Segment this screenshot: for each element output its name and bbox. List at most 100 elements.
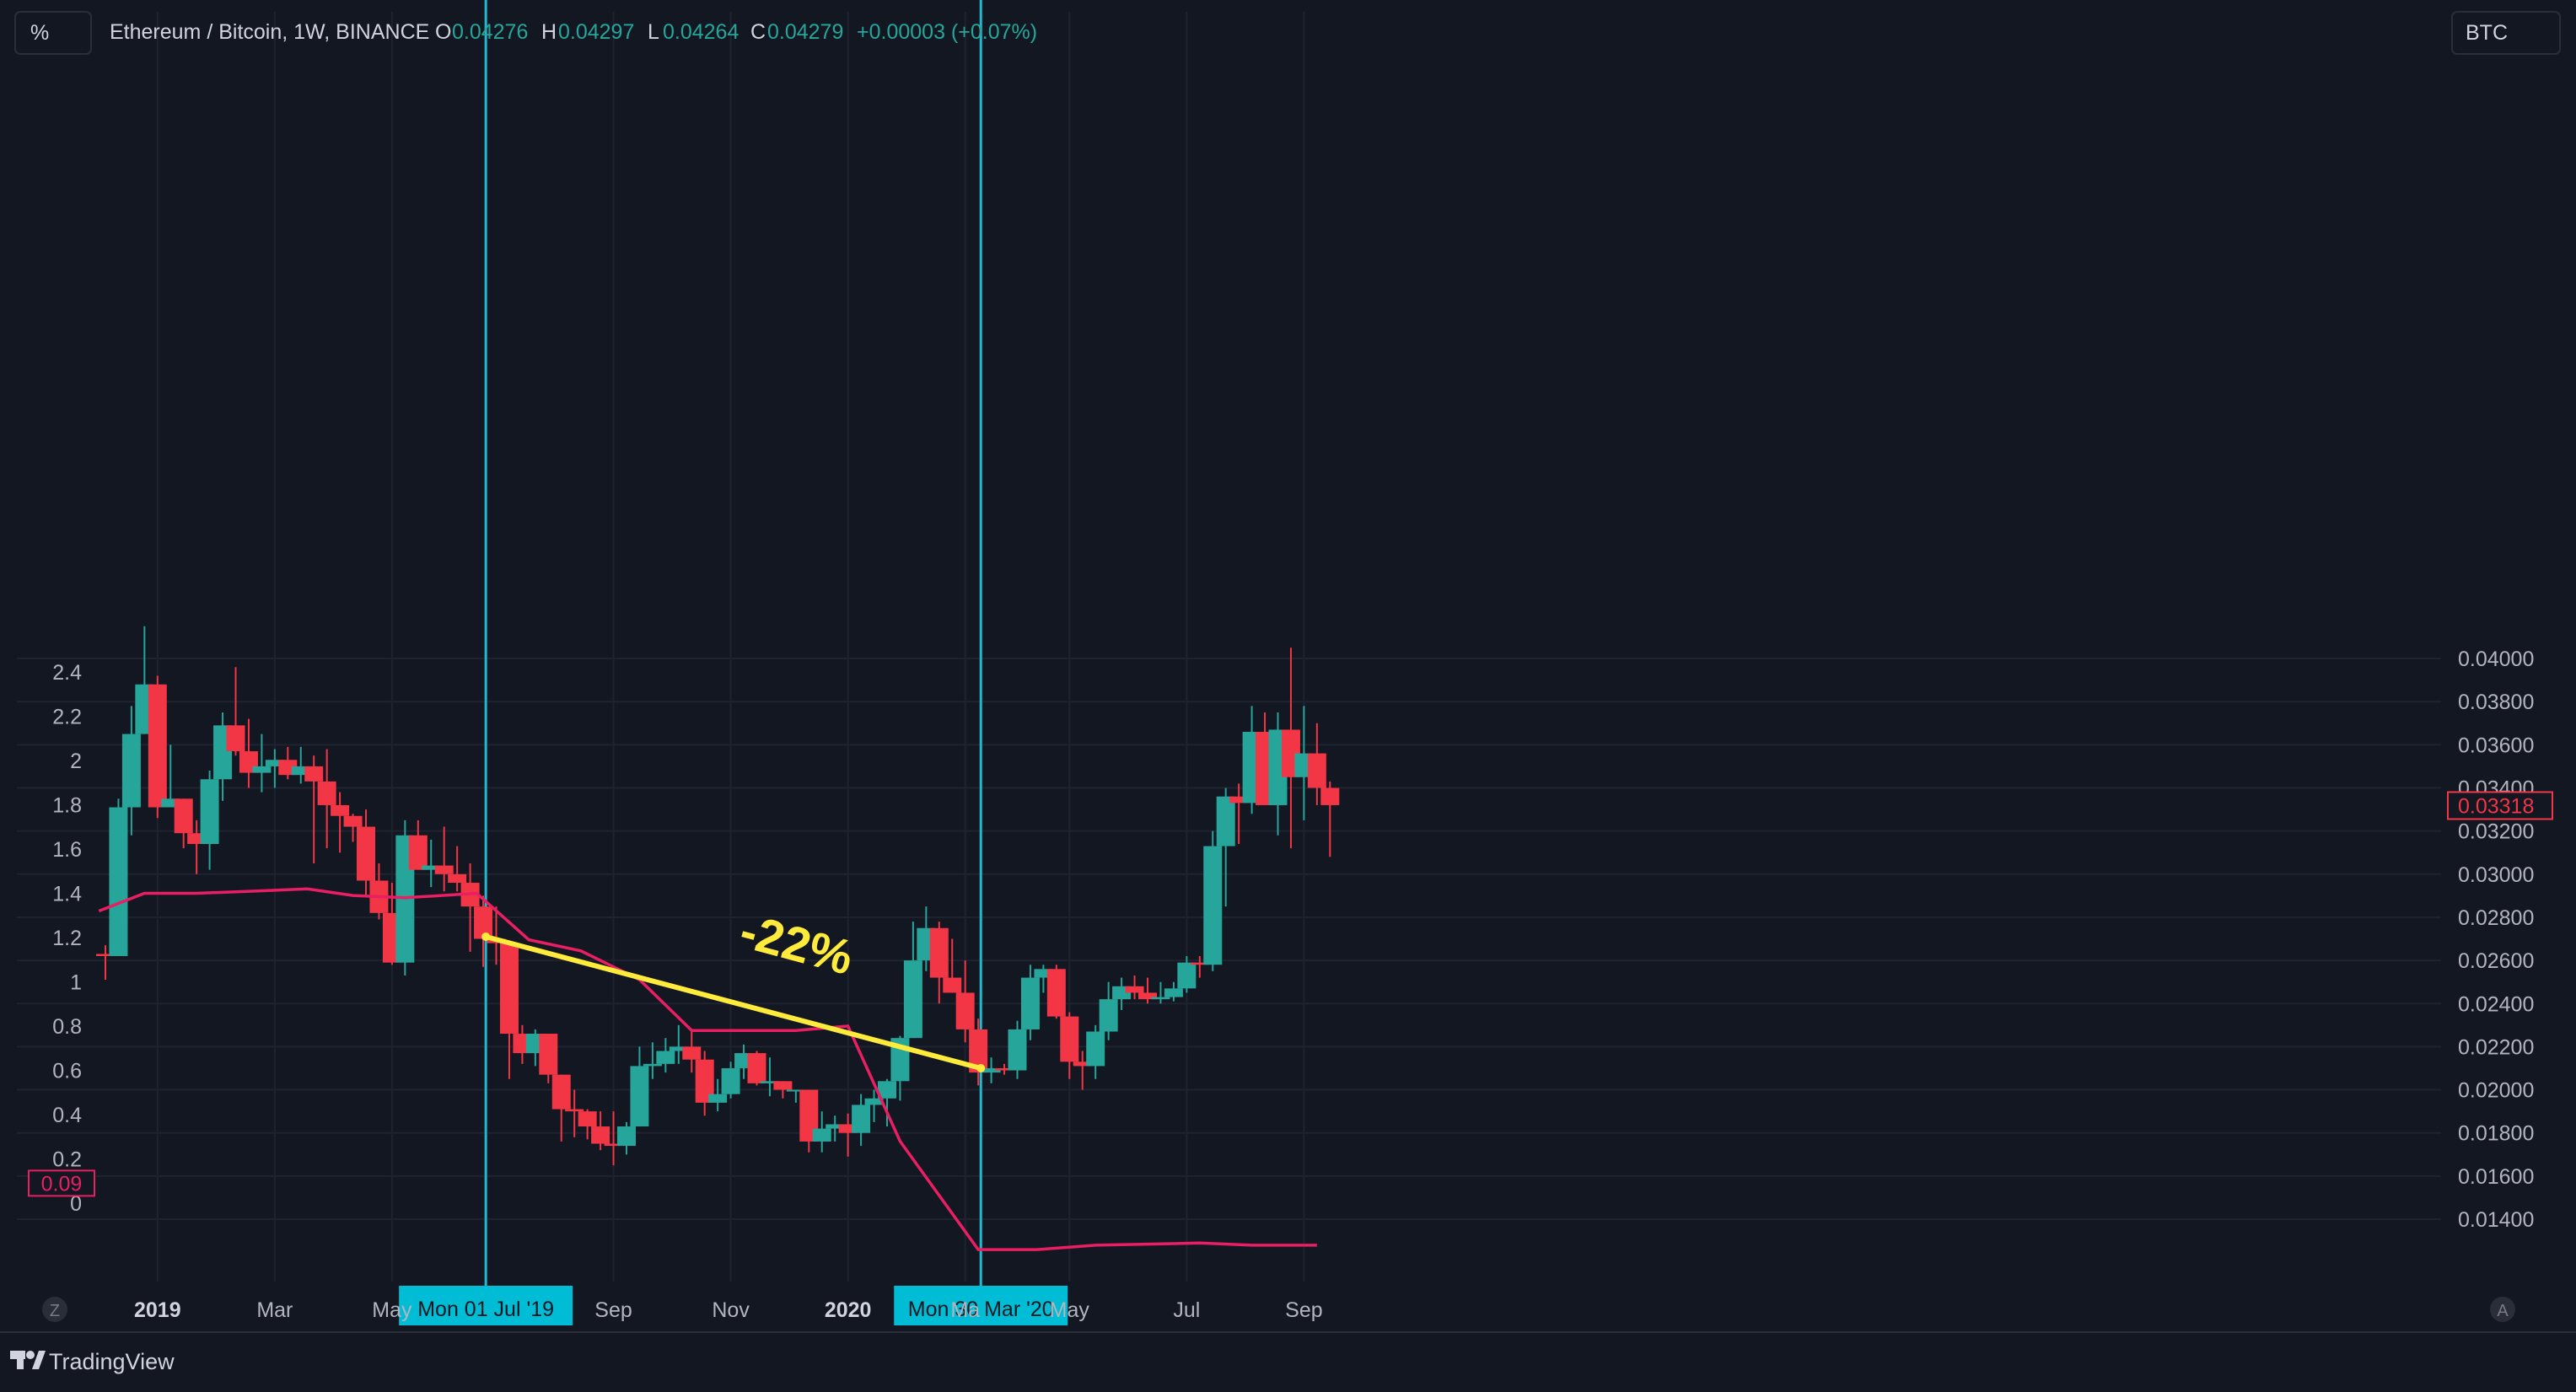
price-tick-label: 0.01400 (2458, 1208, 2534, 1232)
candle-body (317, 781, 336, 805)
indicator-value-tag (28, 1169, 95, 1197)
price-tick-label: 0.03600 (2458, 734, 2534, 757)
price-tick-label: 0.03000 (2458, 863, 2534, 887)
candle-body (1008, 1029, 1027, 1071)
candle-body (331, 804, 350, 816)
candle-body (434, 865, 454, 874)
candle-body (943, 977, 962, 993)
change-value: +0.00003 (+0.07%) (857, 20, 1037, 44)
candle-body (174, 798, 193, 834)
candle-body (878, 1081, 896, 1099)
time-tick-label: May (1050, 1298, 1090, 1322)
candle-body (864, 1098, 884, 1105)
candle-body (812, 1128, 831, 1142)
high-value: 0.04297 (558, 20, 634, 44)
header-legend: Ethereum / Bitcoin, 1W, BINANCE O 0.0427… (110, 20, 1037, 44)
open-label: O (435, 20, 451, 44)
zoom-button-circle[interactable] (42, 1297, 67, 1322)
vertical-markers: Mon 01 Jul '19 Mon 30 Mar '20 (399, 0, 1068, 1325)
percent-tick-label: 1.4 (52, 883, 82, 906)
candle-body (252, 766, 272, 773)
close-value: 0.04279 (767, 20, 843, 44)
time-tick-label: Mar (256, 1298, 293, 1322)
percent-tick-label: 2.2 (52, 706, 82, 729)
candle-body (96, 954, 115, 956)
time-tick-label: 2020 (825, 1298, 872, 1322)
candle-body (1125, 986, 1144, 993)
percent-scale-button[interactable]: % (30, 21, 49, 45)
candle-body (1151, 997, 1170, 1000)
percent-tick-label: 0.2 (52, 1148, 82, 1172)
candle-body (578, 1111, 597, 1127)
brand-label: TradingView (49, 1349, 175, 1374)
candle-body (1164, 988, 1183, 997)
candle-body (981, 1067, 1001, 1073)
candle-body (643, 1063, 662, 1067)
currency-button-box[interactable] (2451, 11, 2561, 55)
percent-tick-label: 1.2 (52, 927, 82, 950)
candle-body (682, 1046, 702, 1060)
right-price-axis[interactable]: 0.01400 0.01600 0.01800 0.02000 0.02200 0.024… (2447, 648, 2553, 1232)
candle-body (1203, 846, 1223, 965)
percent-scale-button-box[interactable] (14, 11, 92, 55)
price-tick-label: 0.01800 (2458, 1122, 2534, 1146)
tradingview-logo-icon (10, 1351, 46, 1369)
candle-body (708, 1094, 728, 1103)
candle-body (539, 1034, 558, 1075)
candle-body (304, 766, 324, 782)
candle-body (826, 1124, 845, 1129)
candle-body (969, 1029, 988, 1073)
left-percent-axis[interactable]: 0 0.2 0.4 0.6 0.8 1 1.2 1.4 1.6 1.8 2 2.2 2.4 0.09 (28, 661, 95, 1216)
percent-tick-label: 1.6 (52, 838, 82, 862)
candle-body (656, 1051, 675, 1064)
candle-body (226, 725, 245, 752)
candle-body (1020, 977, 1040, 1029)
candle-body (929, 927, 949, 978)
candle-body (1229, 796, 1249, 803)
price-tick-label: 0.02800 (2458, 906, 2534, 930)
candle-body (565, 1109, 584, 1112)
indicator-value-label: 0.09 (41, 1172, 83, 1196)
candle-body (161, 798, 180, 808)
candle-body (422, 865, 441, 870)
marker-date-tag (894, 1286, 1068, 1325)
candle-body (695, 1059, 714, 1103)
candle-body (604, 1143, 623, 1147)
candle-body (148, 684, 167, 808)
low-value: 0.04264 (663, 20, 739, 44)
candle-body (408, 835, 428, 870)
currency-button[interactable]: BTC (2466, 21, 2508, 45)
candle-body (1073, 1061, 1092, 1067)
time-tick-label: Ma (950, 1298, 980, 1322)
candle-body (1177, 962, 1197, 989)
zoom-button[interactable]: Z (50, 1302, 60, 1320)
candle-body (852, 1104, 871, 1133)
time-tick-label: Sep (1285, 1298, 1322, 1322)
time-axis[interactable]: 2019 Mar May Sep Nov 2020 Ma May Jul Sep (134, 1298, 1323, 1322)
candle-body (591, 1126, 610, 1144)
candle-body (747, 1053, 766, 1083)
candle-body (1307, 753, 1326, 788)
candle-body (357, 826, 375, 881)
price-tick-label: 0.02600 (2458, 949, 2534, 973)
candle-body (1099, 999, 1118, 1032)
candle-body (1216, 796, 1235, 846)
candle-body (955, 992, 975, 1029)
trend-end-handle (976, 1063, 986, 1072)
candle-body (773, 1081, 793, 1090)
price-tick-label: 0.03800 (2458, 691, 2534, 714)
candle-body (995, 1067, 1014, 1071)
auto-button[interactable]: A (2497, 1302, 2509, 1320)
candle-body (669, 1046, 688, 1051)
indicator-series (98, 887, 1317, 1251)
percent-tick-label: 0.4 (52, 1104, 82, 1127)
auto-button-circle[interactable] (2490, 1297, 2515, 1322)
percent-tick-label: 2.4 (52, 661, 82, 685)
candle-body (343, 815, 363, 827)
percent-tick-label: 1 (70, 971, 82, 995)
time-tick-label: 2019 (134, 1298, 181, 1322)
candle-body (200, 779, 219, 844)
percent-tick-label: 0 (70, 1192, 82, 1216)
